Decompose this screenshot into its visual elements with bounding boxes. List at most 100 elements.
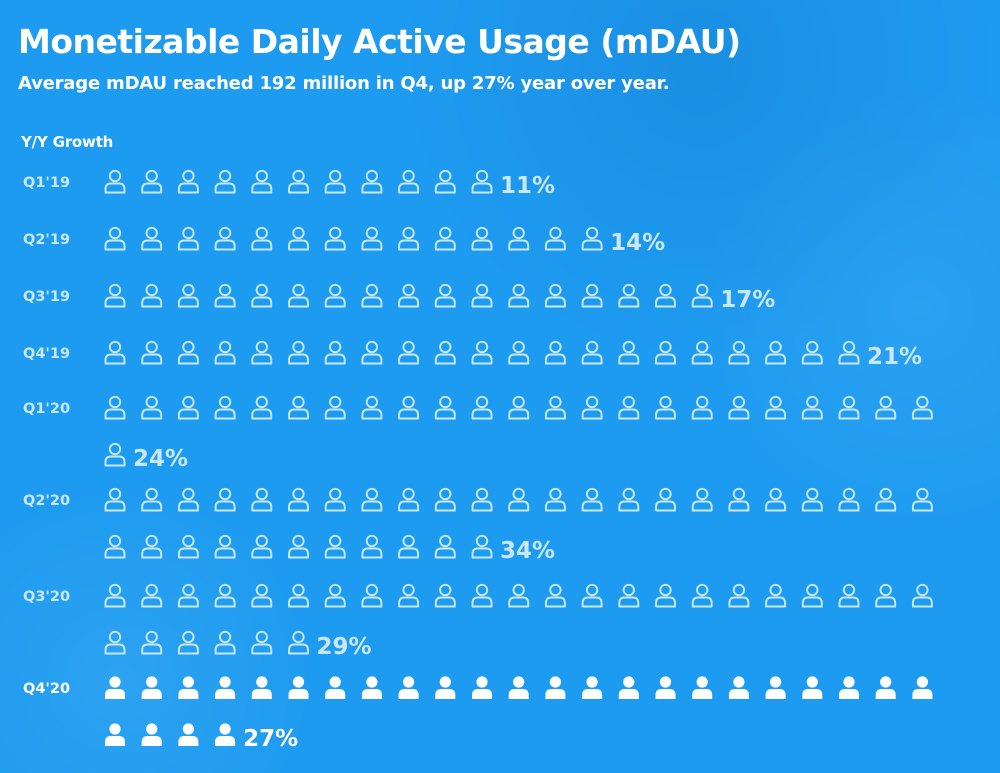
person-icon [765, 676, 786, 699]
person-icon [875, 583, 897, 608]
person-icon [728, 487, 750, 512]
person-icon [545, 676, 566, 699]
quarter-label: Q4'20 [23, 681, 70, 697]
person-icon [141, 583, 163, 608]
quarter-label: Q1'19 [23, 175, 70, 191]
person-icon [434, 340, 456, 365]
person-icon [655, 487, 676, 512]
person-icon [178, 676, 199, 699]
person-icon [215, 723, 236, 746]
person-icon [544, 487, 566, 512]
quarter-row [104, 283, 713, 308]
person-icon [251, 169, 273, 194]
quarter-label: Q3'19 [23, 289, 70, 305]
person-icon [691, 340, 713, 365]
person-icon [324, 487, 346, 512]
quarter-label: Q4'19 [23, 346, 70, 362]
person-icon [361, 226, 383, 251]
person-icon [288, 630, 309, 655]
person-icon [544, 283, 566, 308]
person-icon [177, 395, 199, 420]
person-icon [691, 395, 713, 420]
person-icon [251, 583, 273, 608]
person-icon [141, 487, 163, 512]
person-icon [471, 340, 493, 365]
person-icon [728, 583, 750, 608]
person-icon [104, 340, 126, 365]
person-icon [434, 169, 456, 194]
growth-value-label: 24% [133, 446, 188, 472]
person-icon [177, 487, 199, 512]
person-icon [691, 583, 713, 608]
person-icon [398, 226, 420, 251]
person-icon [141, 630, 163, 655]
person-icon [177, 630, 199, 655]
person-icon [177, 283, 199, 308]
person-icon [251, 340, 273, 365]
person-icon [178, 723, 199, 746]
person-icon [361, 487, 383, 512]
person-icon [692, 676, 713, 699]
person-icon [361, 395, 383, 420]
person-icon [508, 340, 530, 365]
person-icon [508, 487, 530, 512]
person-icon [581, 395, 603, 420]
person-icon [398, 487, 420, 512]
person-icon [839, 676, 859, 699]
person-icon [324, 226, 346, 251]
person-icon [361, 534, 383, 559]
person-icon [214, 340, 236, 365]
person-icon [765, 583, 787, 608]
person-icon [361, 283, 383, 308]
person-icon [581, 226, 603, 251]
person-icon [214, 226, 236, 251]
quarter-row [104, 340, 860, 365]
person-icon [728, 340, 750, 365]
person-icon [911, 583, 933, 608]
person-icon [434, 395, 456, 420]
person-icon [324, 583, 346, 608]
person-icon [691, 487, 713, 512]
person-icon [141, 226, 163, 251]
quarter-label: Q2'19 [23, 232, 70, 248]
quarter-row [104, 487, 933, 559]
person-icon [471, 534, 493, 559]
person-icon [911, 487, 933, 512]
person-icon [214, 169, 236, 194]
person-icon [765, 487, 787, 512]
person-icon [177, 226, 199, 251]
person-icon [801, 395, 823, 420]
person-icon [618, 487, 640, 512]
person-icon [214, 283, 236, 308]
person-icon [435, 676, 456, 699]
person-icon [434, 487, 456, 512]
growth-value-label: 14% [610, 230, 665, 256]
person-icon [177, 534, 199, 559]
person-icon [288, 169, 309, 194]
person-icon [434, 283, 456, 308]
person-icon [838, 340, 860, 365]
growth-value-label: 21% [867, 344, 922, 370]
quarter-row [104, 395, 933, 467]
growth-value-label: 11% [500, 173, 555, 199]
person-icon [508, 395, 530, 420]
person-icon [361, 676, 382, 699]
growth-value-label: 34% [500, 538, 555, 564]
page-subtitle: Average mDAU reached 192 million in Q4, … [18, 73, 670, 94]
person-icon [288, 395, 309, 420]
person-icon [802, 676, 823, 699]
person-icon [618, 340, 640, 365]
person-icon [288, 583, 309, 608]
person-icon [544, 583, 566, 608]
person-icon [215, 676, 236, 699]
person-icon [177, 169, 199, 194]
quarter-label: Q1'20 [23, 401, 70, 417]
person-icon [325, 676, 346, 699]
person-icon [434, 226, 456, 251]
person-icon [251, 226, 273, 251]
person-icon [728, 395, 750, 420]
person-icon [141, 723, 162, 746]
quarter-row [104, 169, 493, 194]
person-icon [214, 534, 236, 559]
growth-value-label: 27% [243, 726, 298, 752]
